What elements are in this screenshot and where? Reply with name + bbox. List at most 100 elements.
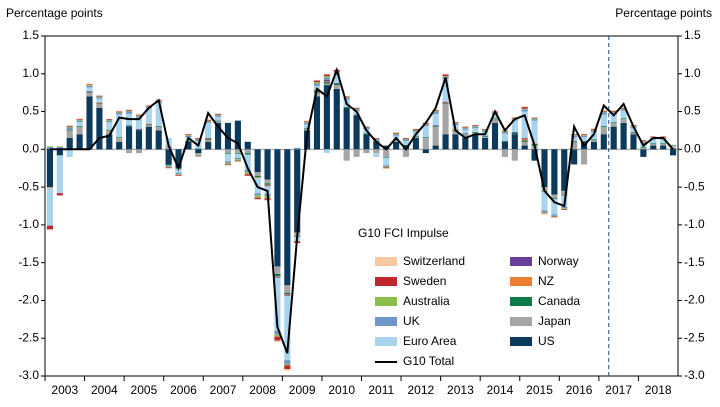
bar-segment (482, 129, 489, 131)
bar-segment (422, 124, 429, 126)
bar-segment (383, 165, 390, 167)
bar-segment (244, 172, 251, 175)
bar-segment (106, 129, 113, 131)
bar-segment (491, 119, 499, 123)
bar-segment (323, 149, 330, 154)
bar-segment (323, 76, 330, 78)
bar-segment (452, 122, 459, 124)
bar-segment (501, 141, 508, 142)
bar-segment (76, 125, 83, 127)
bar-segment (205, 119, 212, 121)
bar-segment (590, 131, 597, 140)
bar-segment (205, 120, 212, 122)
bar-segment (630, 128, 637, 132)
bar-segment (521, 138, 528, 141)
bar-segment (432, 111, 439, 114)
bar-segment (86, 96, 93, 150)
bar-segment (274, 336, 281, 341)
bar-segment (274, 340, 281, 342)
bar-segment (195, 139, 202, 142)
y2-tick-label: 1.5 (684, 28, 701, 42)
bar-segment (274, 277, 281, 278)
bar-segment (106, 130, 113, 135)
bar-segment (482, 128, 489, 130)
bar-segment (284, 363, 291, 366)
bar-segment (501, 131, 508, 134)
bar-segment (600, 112, 607, 115)
bar-segment (590, 141, 597, 150)
bar-segment (205, 139, 212, 141)
bar-segment (135, 149, 143, 154)
bar-segment (304, 122, 311, 123)
bar-segment (56, 147, 63, 149)
bar-segment (135, 130, 143, 150)
bar-segment (343, 107, 350, 108)
bar-segment (205, 138, 212, 140)
x-tick-label: 2006 (170, 383, 197, 397)
bar-segment (531, 119, 538, 121)
y2-tick-label: -0.5 (684, 179, 705, 193)
bar-segment (76, 119, 83, 121)
bar-segment (541, 191, 548, 211)
bar-segment (254, 172, 261, 176)
bar-segment (521, 106, 528, 108)
bar-segment (383, 168, 390, 169)
bar-segment (432, 126, 439, 146)
bar-segment (175, 149, 182, 169)
bar-segment (541, 212, 548, 213)
bar-segment (442, 76, 449, 77)
bar-segment (106, 120, 113, 123)
bar-segment (442, 74, 449, 77)
bar-segment (383, 166, 390, 168)
bar-segment (46, 146, 54, 148)
bar-segment (640, 140, 647, 142)
bar-segment (333, 83, 340, 86)
bar-segment (482, 130, 489, 132)
bar-segment (145, 125, 152, 127)
bar-segment (46, 187, 54, 188)
bar-segment (501, 141, 508, 150)
bar-segment (323, 79, 330, 82)
bar-segment (402, 149, 410, 157)
bar-segment (264, 184, 271, 186)
bar-segment (541, 212, 548, 214)
bar-segment (215, 122, 222, 150)
bar-segment (511, 134, 518, 150)
legend-label: Euro Area (403, 334, 457, 348)
bar-segment (323, 77, 330, 80)
bar-segment (195, 148, 202, 150)
bar-segment (234, 153, 241, 154)
bar-segment (640, 147, 647, 148)
bar-segment (284, 285, 291, 293)
bar-segment (126, 111, 133, 114)
bar-segment (116, 137, 123, 138)
bar-segment (224, 122, 232, 150)
bar-segment (521, 109, 528, 112)
bar-segment (551, 215, 558, 217)
bar-segment (472, 134, 479, 150)
bar-segment (472, 126, 479, 129)
bar-segment (442, 101, 449, 103)
bar-segment (244, 153, 251, 155)
bar-segment (274, 266, 281, 274)
bar-segment (304, 122, 311, 125)
bar-segment (600, 134, 607, 150)
bar-segment (86, 83, 93, 85)
y-tick-label: 0.5 (22, 104, 39, 118)
bar-segment (66, 127, 73, 130)
bar-segment (76, 122, 83, 126)
bar-segment (600, 110, 607, 112)
bar-segment (432, 145, 439, 150)
bar-segment (145, 126, 152, 150)
bar-segment (175, 174, 182, 176)
bar-segment (313, 92, 321, 97)
bar-segment (521, 107, 528, 109)
x-tick-label: 2015 (526, 383, 553, 397)
y-tick-label: -2.0 (18, 293, 39, 307)
bar-segment (234, 157, 241, 160)
bar-segment (521, 108, 528, 110)
bar-segment (640, 141, 647, 144)
bar-segment (195, 149, 202, 154)
bar-segment (234, 153, 241, 158)
legend-label: Switzerland (403, 254, 465, 268)
